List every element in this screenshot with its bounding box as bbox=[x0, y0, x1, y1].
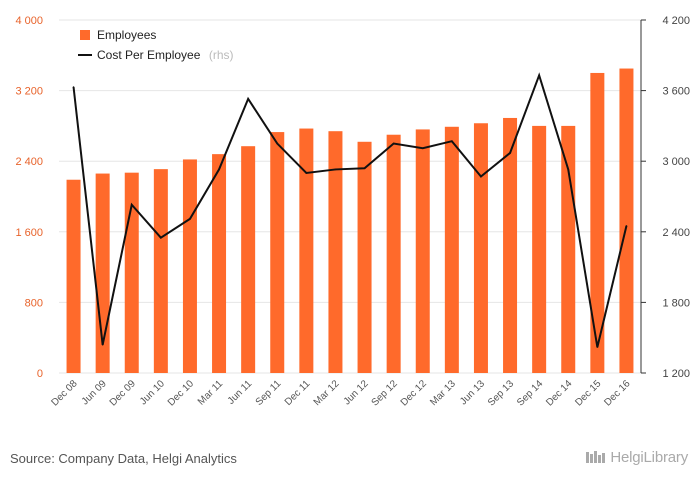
left-tick-label: 0 bbox=[37, 368, 43, 380]
employees-bar bbox=[503, 117, 518, 374]
cost-per-employee-point bbox=[189, 218, 191, 220]
employees-bar bbox=[124, 172, 139, 373]
employees-bars bbox=[66, 68, 634, 374]
cost-per-employee-point bbox=[218, 168, 220, 171]
x-tick-label: Jun 09 bbox=[80, 378, 109, 407]
legend-employees-label: Employees bbox=[97, 28, 156, 42]
legend: Employees Cost Per Employee (rhs) bbox=[78, 28, 234, 63]
left-tick-label: 800 bbox=[25, 297, 43, 309]
x-tick-label: Sep 13 bbox=[486, 378, 516, 408]
cost-per-employee-line bbox=[72, 72, 628, 348]
combo-chart: 0 800 1 600 2 400 3 200 4 000 1 200 1 800 2 400… bbox=[15, 15, 690, 409]
x-tick-label: Mar 13 bbox=[428, 378, 458, 408]
employees-bar bbox=[182, 159, 197, 373]
right-tick-label: 3 000 bbox=[662, 156, 690, 168]
cost-per-employee-point bbox=[101, 343, 104, 346]
cost-per-employee-point bbox=[421, 147, 424, 150]
brand-text: HelgiLibrary bbox=[610, 449, 688, 466]
employees-bar bbox=[415, 129, 430, 373]
x-tick-label: Dec 12 bbox=[399, 378, 429, 408]
employees-bar bbox=[386, 134, 401, 373]
employees-bar bbox=[328, 131, 343, 373]
cost-per-employee-line-group bbox=[72, 72, 628, 348]
left-tick-label: 4 000 bbox=[15, 15, 43, 27]
cost-per-employee-point bbox=[392, 142, 395, 145]
employees-bar bbox=[532, 125, 547, 374]
left-tick-label: 2 400 bbox=[15, 156, 43, 168]
left-axis-ticks: 0 800 1 600 2 400 3 200 4 000 bbox=[15, 15, 43, 380]
legend-cost-label: Cost Per Employee bbox=[97, 48, 201, 62]
brand-logo: HelgiLibrary bbox=[585, 449, 688, 466]
x-tick-label: Jun 10 bbox=[138, 378, 167, 407]
x-tick-label: Dec 16 bbox=[602, 378, 632, 408]
cost-per-employee-point bbox=[596, 346, 599, 348]
x-tick-label: Sep 11 bbox=[254, 378, 284, 408]
employees-bar bbox=[619, 68, 634, 373]
right-tick-label: 1 800 bbox=[662, 297, 690, 309]
cost-per-employee-point bbox=[509, 152, 511, 154]
employees-bar bbox=[153, 169, 168, 373]
legend-employees-swatch bbox=[80, 30, 90, 40]
cost-per-employee-point bbox=[567, 168, 570, 171]
cost-per-employee-point bbox=[276, 142, 279, 145]
employees-bar bbox=[212, 154, 227, 373]
employees-bar bbox=[590, 72, 605, 373]
cost-per-employee-point bbox=[160, 236, 162, 239]
cost-per-employee-point bbox=[625, 225, 628, 227]
x-tick-label: Dec 09 bbox=[108, 378, 138, 408]
cost-per-employee-point bbox=[451, 140, 453, 142]
employees-bar bbox=[357, 141, 372, 373]
svg-text:Cost Per Employee (rhs): Cost Per Employee (rhs) bbox=[97, 46, 234, 63]
right-tick-label: 3 600 bbox=[662, 86, 690, 98]
legend-cost-suffix: (rhs) bbox=[209, 48, 234, 62]
x-tick-label: Mar 11 bbox=[196, 378, 226, 408]
x-tick-label: Mar 12 bbox=[312, 378, 342, 408]
x-tick-label: Jun 12 bbox=[342, 378, 371, 407]
employees-bar bbox=[473, 123, 488, 373]
cost-per-employee-point bbox=[72, 86, 75, 88]
x-tick-label: Dec 11 bbox=[283, 378, 313, 408]
cost-per-employee-point bbox=[130, 203, 133, 206]
left-tick-label: 1 600 bbox=[15, 227, 43, 239]
right-tick-label: 2 400 bbox=[662, 227, 690, 239]
x-tick-label: Sep 12 bbox=[370, 378, 400, 408]
cost-per-employee-point bbox=[480, 175, 482, 178]
x-tick-label: Jun 11 bbox=[226, 378, 255, 407]
cost-per-employee-point bbox=[334, 168, 337, 171]
right-axis-ticks: 1 200 1 800 2 400 3 000 3 600 4 200 bbox=[641, 15, 690, 380]
grid-lines bbox=[59, 19, 641, 374]
x-tick-label: Sep 14 bbox=[515, 378, 545, 408]
employees-bar bbox=[444, 126, 459, 373]
cost-per-employee-point bbox=[305, 172, 308, 174]
cost-per-employee-point bbox=[538, 74, 540, 77]
x-tick-label: Jun 13 bbox=[458, 378, 487, 407]
x-tick-label: Dec 08 bbox=[49, 378, 79, 408]
cost-per-employee-point bbox=[247, 98, 249, 100]
left-tick-label: 3 200 bbox=[15, 86, 43, 98]
employees-bar bbox=[270, 132, 285, 373]
cost-per-employee-point bbox=[363, 167, 366, 170]
x-tick-label: Dec 14 bbox=[544, 378, 574, 408]
right-tick-label: 4 200 bbox=[662, 15, 690, 27]
employees-bar bbox=[299, 128, 314, 373]
x-tick-label: Dec 10 bbox=[166, 378, 196, 408]
employees-bar bbox=[66, 179, 81, 373]
right-tick-label: 1 200 bbox=[662, 368, 690, 380]
source-note: Source: Company Data, Helgi Analytics bbox=[10, 451, 237, 466]
employees-bar bbox=[561, 125, 576, 374]
library-icon bbox=[586, 451, 606, 463]
employees-bar bbox=[241, 146, 256, 373]
x-tick-label: Dec 15 bbox=[573, 378, 603, 408]
